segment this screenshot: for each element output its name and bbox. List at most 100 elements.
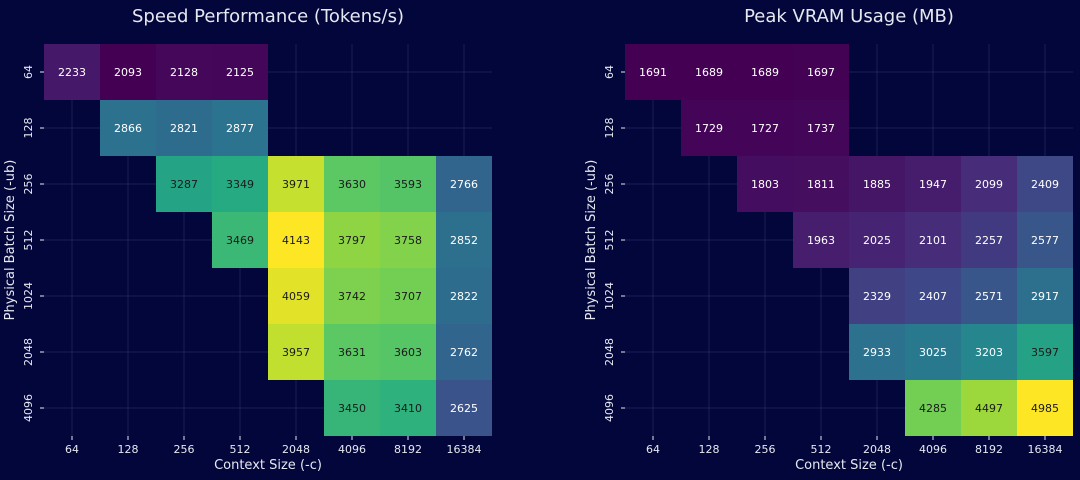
vram-x-tick-label: 128 xyxy=(699,443,720,456)
vram-cell xyxy=(905,156,961,212)
speed-cell xyxy=(436,324,492,380)
speed-cell-label: 2093 xyxy=(114,66,142,79)
vram-cell-label: 2409 xyxy=(1031,178,1059,191)
vram-cell-label: 2101 xyxy=(919,234,947,247)
speed-cell-label: 2821 xyxy=(170,122,198,135)
speed-cell-label: 3797 xyxy=(338,234,366,247)
vram-x-tick-label: 16384 xyxy=(1028,443,1063,456)
vram-cell-label: 1963 xyxy=(807,234,835,247)
speed-cell xyxy=(436,212,492,268)
speed-cell-label: 3450 xyxy=(338,402,366,415)
speed-y-tick-label: 4096 xyxy=(22,394,35,422)
vram-cell xyxy=(793,156,849,212)
speed-cell xyxy=(100,44,156,100)
speed-cell xyxy=(212,156,268,212)
speed-y-axis-label: Physical Batch Size (-ub) xyxy=(3,160,18,321)
vram-x-tick-label: 2048 xyxy=(863,443,891,456)
vram-x-axis-label: Context Size (-c) xyxy=(795,458,903,473)
vram-cell-label: 1689 xyxy=(695,66,723,79)
vram-y-tick-label: 64 xyxy=(603,65,616,79)
speed-y-tick-label: 2048 xyxy=(22,338,35,366)
speed-y-tick-label: 64 xyxy=(22,65,35,79)
speed-cell xyxy=(268,324,324,380)
vram-cell-label: 1691 xyxy=(639,66,667,79)
speed-y-tick-label: 128 xyxy=(22,118,35,139)
speed-cell xyxy=(324,156,380,212)
speed-cell-label: 3603 xyxy=(394,346,422,359)
vram-cell xyxy=(681,100,737,156)
vram-cell-label: 1727 xyxy=(751,122,779,135)
speed-cell-label: 2852 xyxy=(450,234,478,247)
speed-cell xyxy=(212,44,268,100)
vram-cell-label: 2407 xyxy=(919,290,947,303)
vram-cell xyxy=(905,268,961,324)
speed-cell xyxy=(436,268,492,324)
vram-cell-label: 3203 xyxy=(975,346,1003,359)
speed-cell xyxy=(268,212,324,268)
speed-cell xyxy=(324,380,380,436)
speed-cell-label: 3742 xyxy=(338,290,366,303)
vram-cell xyxy=(849,212,905,268)
speed-cell-label: 3971 xyxy=(282,178,310,191)
vram-cell xyxy=(1017,324,1073,380)
vram-cell-label: 2025 xyxy=(863,234,891,247)
speed-cell xyxy=(324,324,380,380)
vram-cell xyxy=(1017,156,1073,212)
speed-x-tick-label: 4096 xyxy=(338,443,366,456)
speed-x-axis-label: Context Size (-c) xyxy=(214,458,322,473)
vram-cell xyxy=(905,380,961,436)
speed-y-tick-label: 512 xyxy=(22,230,35,251)
vram-cell xyxy=(961,380,1017,436)
speed-cell xyxy=(436,156,492,212)
vram-cell-label: 1737 xyxy=(807,122,835,135)
speed-cell-label: 4143 xyxy=(282,234,310,247)
speed-cell xyxy=(324,268,380,324)
speed-cell xyxy=(380,324,436,380)
speed-cell xyxy=(380,212,436,268)
speed-cell-label: 4059 xyxy=(282,290,310,303)
vram-x-tick-label: 512 xyxy=(811,443,832,456)
vram-cell xyxy=(793,44,849,100)
speed-cell-label: 3957 xyxy=(282,346,310,359)
speed-cell-label: 3469 xyxy=(226,234,254,247)
vram-cell xyxy=(1017,380,1073,436)
speed-cell xyxy=(324,212,380,268)
speed-cell-label: 3631 xyxy=(338,346,366,359)
vram-cell-label: 2099 xyxy=(975,178,1003,191)
vram-cell xyxy=(849,324,905,380)
speed-x-tick-label: 64 xyxy=(65,443,79,456)
vram-cell-label: 2571 xyxy=(975,290,1003,303)
vram-y-tick-label: 128 xyxy=(603,118,616,139)
speed-cell-label: 3287 xyxy=(170,178,198,191)
speed-cell xyxy=(380,380,436,436)
vram-cell xyxy=(961,212,1017,268)
vram-cell-label: 1885 xyxy=(863,178,891,191)
speed-cell-label: 3758 xyxy=(394,234,422,247)
vram-cell-label: 4497 xyxy=(975,402,1003,415)
vram-cell-label: 4985 xyxy=(1031,402,1059,415)
vram-y-axis-label: Physical Batch Size (-ub) xyxy=(584,160,599,321)
speed-cell xyxy=(212,212,268,268)
speed-cell-label: 2233 xyxy=(58,66,86,79)
vram-cell xyxy=(849,156,905,212)
vram-y-tick-label: 256 xyxy=(603,174,616,195)
vram-cell-label: 1803 xyxy=(751,178,779,191)
speed-cell xyxy=(156,156,212,212)
speed-cell xyxy=(156,44,212,100)
speed-x-tick-label: 512 xyxy=(230,443,251,456)
speed-cell xyxy=(156,100,212,156)
vram-cell-label: 1729 xyxy=(695,122,723,135)
vram-y-tick-label: 2048 xyxy=(603,338,616,366)
vram-y-tick-label: 4096 xyxy=(603,394,616,422)
vram-cell xyxy=(961,324,1017,380)
vram-cell xyxy=(737,100,793,156)
vram-cell-label: 1811 xyxy=(807,178,835,191)
speed-cell xyxy=(100,100,156,156)
speed-cell xyxy=(380,156,436,212)
speed-y-tick-label: 1024 xyxy=(22,282,35,310)
vram-cell-label: 2917 xyxy=(1031,290,1059,303)
vram-cell-label: 2933 xyxy=(863,346,891,359)
speed-cell-label: 2762 xyxy=(450,346,478,359)
speed-y-tick-label: 256 xyxy=(22,174,35,195)
speed-x-tick-label: 16384 xyxy=(447,443,482,456)
